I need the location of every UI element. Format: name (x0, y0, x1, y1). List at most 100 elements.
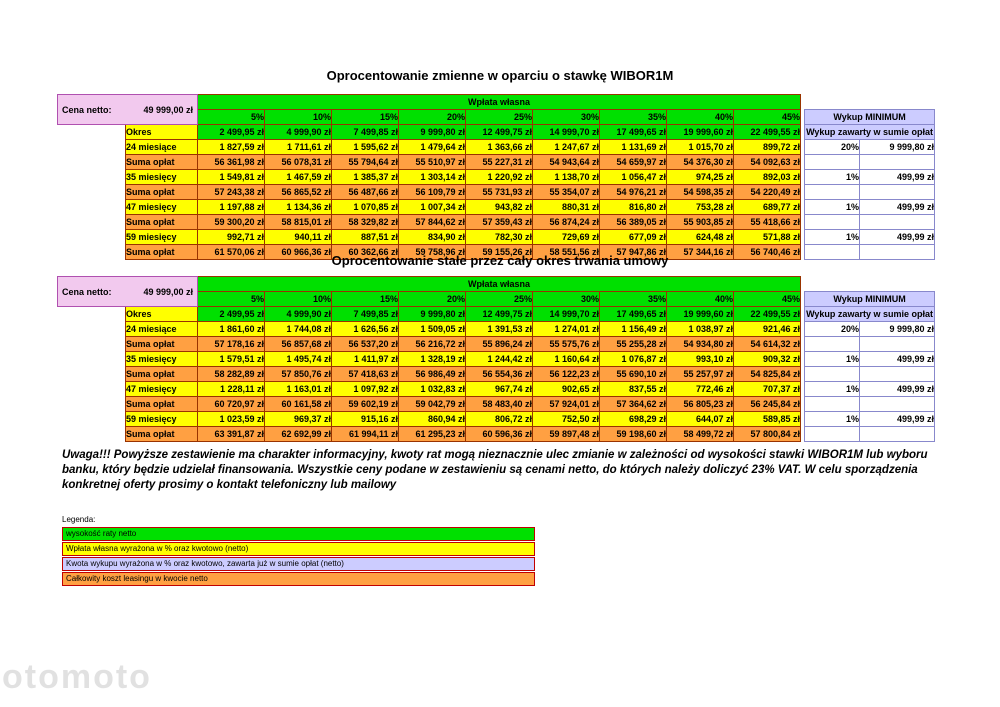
wplata-wlasna-header: Wpłata własna (197, 276, 802, 292)
percent-header: 25% (465, 109, 534, 125)
suma-oplat-cell: 55 575,76 zł (532, 336, 601, 352)
rata-cell: 837,55 zł (599, 381, 668, 397)
okres-value-cell: 22 499,55 zł (733, 306, 802, 322)
row-label: 35 miesięcy (124, 351, 199, 367)
suma-oplat-cell: 55 903,85 zł (666, 214, 735, 230)
suma-oplat-cell: 57 418,63 zł (331, 366, 400, 382)
suma-oplat-cell: 59 155,26 zł (465, 244, 534, 260)
suma-oplat-cell: 56 487,66 zł (331, 184, 400, 200)
row-label: Suma opłat (124, 244, 199, 260)
percent-header: 5% (197, 109, 266, 125)
rata-cell: 892,03 zł (733, 169, 802, 185)
rata-cell: 1 626,56 zł (331, 321, 400, 337)
row-label: Suma opłat (124, 184, 199, 200)
okres-value-cell: 4 999,90 zł (264, 306, 333, 322)
column-gap (800, 244, 805, 260)
cena-netto-box: Cena netto: 49 999,00 zł (56, 94, 199, 125)
rata-cell: 1 861,60 zł (197, 321, 266, 337)
suma-oplat-cell: 55 731,93 zł (465, 184, 534, 200)
rata-cell: 1 156,49 zł (599, 321, 668, 337)
row-label: 35 miesięcy (124, 169, 199, 185)
suma-oplat-cell: 56 986,49 zł (398, 366, 467, 382)
rata-cell: 1 247,67 zł (532, 139, 601, 155)
wykup-amount-cell (859, 244, 936, 260)
wykup-amount-cell: 9 999,80 zł (859, 321, 936, 337)
suma-oplat-cell: 57 178,16 zł (197, 336, 266, 352)
suma-oplat-cell: 56 805,23 zł (666, 396, 735, 412)
row-label: 24 miesiące (124, 321, 199, 337)
wykup-amount-cell: 499,99 zł (859, 229, 936, 245)
column-gap (800, 94, 805, 110)
rata-cell: 1 711,61 zł (264, 139, 333, 155)
rata-cell: 1 363,66 zł (465, 139, 534, 155)
wykup-amount-cell (859, 184, 936, 200)
okres-value-cell: 9 999,80 zł (398, 124, 467, 140)
empty-corner (804, 276, 935, 292)
suma-oplat-cell: 58 499,72 zł (666, 426, 735, 442)
rata-cell: 1 070,85 zł (331, 199, 400, 215)
wykup-note: Wykup zawarty w sumie opłat (804, 124, 936, 140)
rata-cell: 1 015,70 zł (666, 139, 735, 155)
okres-row-label: Okres (124, 124, 199, 140)
cena-netto-label: Cena netto: (62, 104, 112, 115)
percent-header: 35% (599, 109, 668, 125)
suma-oplat-cell: 54 825,84 zł (733, 366, 802, 382)
column-gap (800, 366, 805, 382)
rata-cell: 1 056,47 zł (599, 169, 668, 185)
okres-row-label: Okres (124, 306, 199, 322)
okres-value-cell: 12 499,75 zł (465, 124, 534, 140)
row-label: Suma opłat (124, 336, 199, 352)
suma-oplat-cell: 57 359,43 zł (465, 214, 534, 230)
filler (57, 321, 126, 337)
suma-oplat-cell: 63 391,87 zł (197, 426, 266, 442)
wykup-minimum-header: Wykup MINIMUM (804, 109, 936, 125)
notice-text: Uwaga!!! Powyższe zestawienie ma charakt… (62, 449, 928, 492)
rata-cell: 1 220,92 zł (465, 169, 534, 185)
rata-cell: 1 032,83 zł (398, 381, 467, 397)
suma-oplat-cell: 56 078,31 zł (264, 154, 333, 170)
suma-oplat-cell: 58 282,89 zł (197, 366, 266, 382)
percent-header: 20% (398, 291, 467, 307)
suma-oplat-cell: 57 344,16 zł (666, 244, 735, 260)
suma-oplat-cell: 56 216,72 zł (398, 336, 467, 352)
rata-cell: 689,77 zł (733, 199, 802, 215)
suma-oplat-cell: 57 850,76 zł (264, 366, 333, 382)
rata-cell: 644,07 zł (666, 411, 735, 427)
rata-cell: 974,25 zł (666, 169, 735, 185)
suma-oplat-cell: 56 740,46 zł (733, 244, 802, 260)
rata-cell: 698,29 zł (599, 411, 668, 427)
suma-oplat-cell: 55 510,97 zł (398, 154, 467, 170)
suma-oplat-cell: 56 361,98 zł (197, 154, 266, 170)
rata-cell: 969,37 zł (264, 411, 333, 427)
suma-oplat-cell: 62 692,99 zł (264, 426, 333, 442)
rata-cell: 921,46 zł (733, 321, 802, 337)
legend-item: Całkowity koszt leasingu w kwocie netto (62, 572, 535, 586)
rata-cell: 624,48 zł (666, 229, 735, 245)
wykup-pct-cell (804, 184, 861, 200)
wykup-pct-cell: 1% (804, 381, 861, 397)
rata-cell: 1 303,14 zł (398, 169, 467, 185)
suma-oplat-cell: 55 227,31 zł (465, 154, 534, 170)
suma-oplat-cell: 55 255,28 zł (599, 336, 668, 352)
rata-cell: 1 134,36 zł (264, 199, 333, 215)
rata-cell: 753,28 zł (666, 199, 735, 215)
suma-oplat-cell: 56 537,20 zł (331, 336, 400, 352)
filler (57, 199, 126, 215)
rata-cell: 1 385,37 zł (331, 169, 400, 185)
percent-header: 40% (666, 109, 735, 125)
suma-oplat-cell: 61 570,06 zł (197, 244, 266, 260)
suma-oplat-cell: 54 376,30 zł (666, 154, 735, 170)
percent-header: 30% (532, 291, 601, 307)
suma-oplat-cell: 57 844,62 zł (398, 214, 467, 230)
rata-cell: 1 328,19 zł (398, 351, 467, 367)
suma-oplat-cell: 55 418,66 zł (733, 214, 802, 230)
suma-oplat-cell: 56 389,05 zł (599, 214, 668, 230)
suma-oplat-cell: 55 794,64 zł (331, 154, 400, 170)
rata-cell: 834,90 zł (398, 229, 467, 245)
rata-cell: 1 097,92 zł (331, 381, 400, 397)
legend-item: Kwota wykupu wyrażona w % oraz kwotowo, … (62, 557, 535, 571)
filler (57, 306, 126, 322)
suma-oplat-cell: 54 943,64 zł (532, 154, 601, 170)
wykup-pct-cell (804, 336, 861, 352)
okres-value-cell: 12 499,75 zł (465, 306, 534, 322)
